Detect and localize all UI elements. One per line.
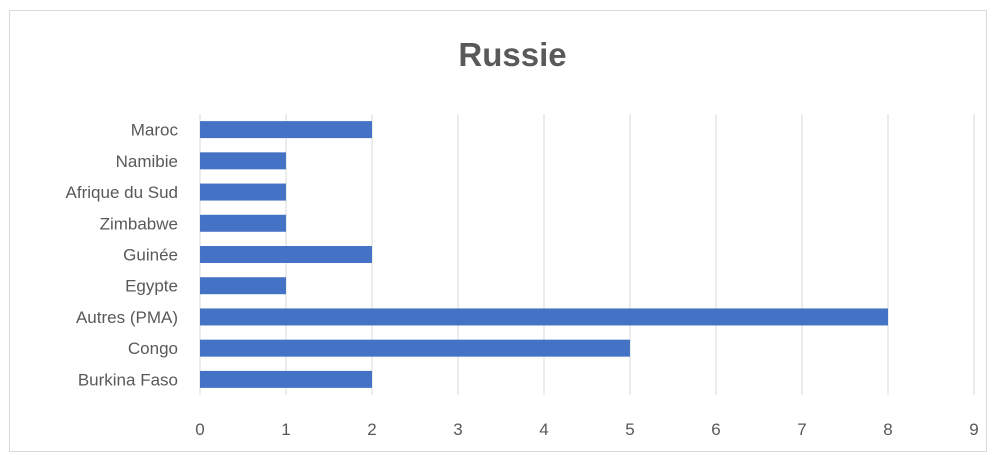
y-tick-label: Namibie [116, 152, 178, 171]
y-tick-label: Burkina Faso [78, 370, 178, 389]
y-tick-label: Zimbabwe [100, 214, 178, 233]
y-tick-label: Autres (PMA) [76, 308, 178, 327]
x-tick-label: 2 [367, 420, 376, 439]
bar-maroc [200, 121, 372, 139]
y-tick-label: Guinée [123, 246, 178, 265]
bar-egypte [200, 277, 286, 295]
x-tick-label: 4 [539, 420, 548, 439]
x-tick-label: 6 [711, 420, 720, 439]
bar-afrique-du-sud [200, 183, 286, 201]
x-tick-label: 1 [281, 420, 290, 439]
bar-burkina-faso [200, 370, 372, 388]
x-tick-label: 5 [625, 420, 634, 439]
bar-zimbabwe [200, 214, 286, 232]
bar-autres-pma- [200, 308, 888, 326]
x-tick-label: 8 [883, 420, 892, 439]
x-tick-label: 7 [797, 420, 806, 439]
x-tick-label: 9 [969, 420, 978, 439]
x-tick-label: 3 [453, 420, 462, 439]
y-tick-label: Afrique du Sud [66, 183, 178, 202]
bar-namibie [200, 152, 286, 170]
x-tick-label: 0 [195, 420, 204, 439]
bar-guin-e [200, 246, 372, 263]
y-tick-label: Congo [128, 339, 178, 358]
y-tick-label: Egypte [125, 277, 178, 296]
y-tick-label: Maroc [131, 121, 179, 140]
bar-congo [200, 339, 630, 357]
chart-title: Russie [458, 36, 567, 73]
chart-frame [9, 10, 987, 452]
